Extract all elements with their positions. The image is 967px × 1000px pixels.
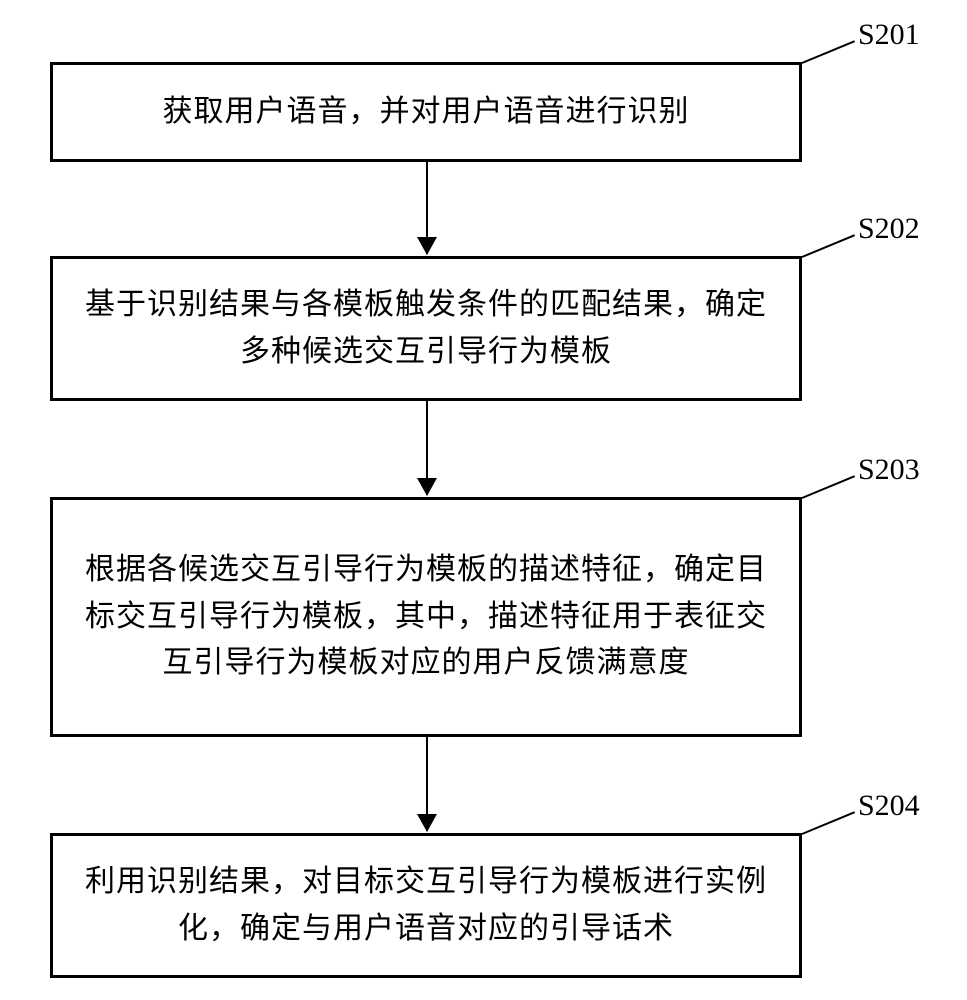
step-label-s204: S204 xyxy=(858,789,920,823)
step-box-s201: 获取用户语音，并对用户语音进行识别 xyxy=(50,62,802,162)
step-box-s203: 根据各候选交互引导行为模板的描述特征，确定目标交互引导行为模板，其中，描述特征用… xyxy=(50,497,802,737)
callout-line xyxy=(802,40,856,64)
step-text: 利用识别结果，对目标交互引导行为模板进行实例化，确定与用户语音对应的引导话术 xyxy=(73,859,779,952)
callout-line xyxy=(802,475,856,499)
step-box-s202: 基于识别结果与各模板触发条件的匹配结果，确定多种候选交互引导行为模板 xyxy=(50,256,802,401)
step-box-s204: 利用识别结果，对目标交互引导行为模板进行实例化，确定与用户语音对应的引导话术 xyxy=(50,833,802,978)
step-label-s201: S201 xyxy=(858,18,920,52)
callout-line xyxy=(802,234,856,258)
arrow-s201-s202 xyxy=(426,162,428,254)
step-label-s203: S203 xyxy=(858,453,920,487)
arrow-s202-s203 xyxy=(426,401,428,495)
flowchart-canvas: 获取用户语音，并对用户语音进行识别 S201 基于识别结果与各模板触发条件的匹配结果… xyxy=(0,0,967,1000)
step-text: 根据各候选交互引导行为模板的描述特征，确定目标交互引导行为模板，其中，描述特征用… xyxy=(73,547,779,687)
step-label-s202: S202 xyxy=(858,212,920,246)
arrow-s203-s204 xyxy=(426,737,428,831)
callout-line xyxy=(802,811,856,835)
step-text: 获取用户语音，并对用户语音进行识别 xyxy=(163,89,690,136)
step-text: 基于识别结果与各模板触发条件的匹配结果，确定多种候选交互引导行为模板 xyxy=(73,282,779,375)
